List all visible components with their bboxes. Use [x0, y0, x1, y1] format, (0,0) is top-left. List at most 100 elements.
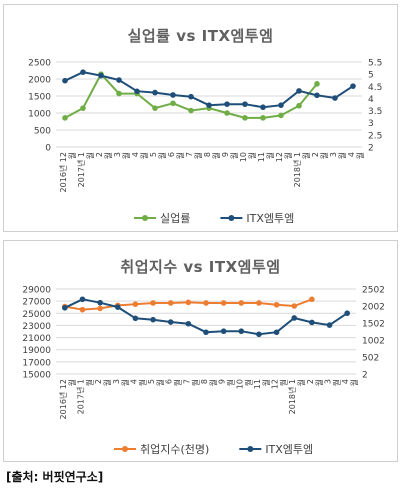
x-tick-label: 11 월	[253, 379, 271, 389]
x-tick-label-line: 월	[319, 152, 329, 159]
x-tick-label-line: 12	[271, 379, 280, 389]
data-point	[114, 304, 121, 310]
x-tick-label: 2016년 12 월	[58, 152, 77, 192]
data-point	[206, 102, 212, 108]
data-point	[309, 319, 315, 326]
x-tick-label: 10 월	[235, 379, 253, 389]
x-tick-label-line: 월	[283, 152, 293, 159]
x-tick-label-line: 2	[306, 379, 315, 384]
x-tick-label-line: 월	[155, 379, 165, 386]
y-right-tick-label: 2502	[362, 286, 385, 296]
data-point	[150, 316, 156, 323]
data-point	[185, 320, 192, 327]
data-point	[332, 95, 338, 101]
y-left-tick-label: 500	[34, 127, 51, 137]
legend-label: 실업률	[160, 212, 190, 225]
legend-label: ITX엠투엠	[246, 212, 294, 225]
x-tick-label-line: 10	[235, 379, 244, 389]
y-right-tick-label: 3.5	[368, 107, 382, 117]
x-tick-label-line: 월	[67, 152, 77, 159]
y-left-tick-label: 21000	[22, 334, 51, 344]
x-tick-label-line: 월	[337, 152, 347, 159]
data-point	[79, 306, 86, 313]
x-tick-label-line: 2018년 1	[287, 379, 297, 414]
y-right-tick-label: 3	[368, 119, 374, 129]
chart-employment-vs-itx: 15000 17000 19000 21000 23000 25000 27000 29000…	[22, 286, 385, 457]
data-point	[152, 89, 158, 96]
data-point	[170, 92, 176, 98]
legend-marker	[142, 215, 148, 221]
y-right-tick-label: 1002	[362, 337, 385, 347]
data-point	[344, 310, 350, 317]
x-tick-label-line: 8	[203, 152, 212, 157]
data-point	[291, 315, 298, 321]
x-tick-label-line: 2018년 1	[292, 152, 302, 187]
y-right-tick-label: 2002	[362, 303, 385, 313]
x-tick-label-line: 월	[229, 152, 239, 159]
y-left-tick-label: 17000	[22, 358, 51, 368]
y-right-tick-label: 2	[362, 371, 368, 381]
data-point	[238, 300, 245, 306]
x-tick-label-line: 월	[226, 379, 236, 386]
data-point	[273, 301, 280, 308]
x-tick-label-line: 월	[296, 379, 306, 386]
x-tick-label-line: 월	[193, 152, 203, 159]
x-tick-label-line: 4	[129, 379, 138, 384]
data-point	[309, 296, 315, 303]
x-tick-label-line: 월	[243, 379, 253, 386]
x-tick-label-line: 월	[261, 379, 271, 386]
x-tick-label-line: 7	[182, 379, 191, 384]
data-point	[132, 301, 139, 307]
legend-label: ITX엠투엠	[265, 443, 313, 456]
x-tick-label-line: 월	[190, 379, 200, 386]
y-left-tick-label: 2500	[28, 59, 51, 69]
data-point	[62, 77, 68, 84]
data-point	[116, 90, 122, 97]
y-right-tick-label: 502	[362, 354, 379, 364]
data-point	[188, 107, 194, 114]
x-tick-label-line: 월	[173, 379, 183, 386]
chart-panel-unemployment: 실업률 vs ITX엠투엠 0 500 1000 1500 2000 2500 2 2.5 3 3…	[3, 4, 398, 232]
data-point	[296, 102, 302, 109]
x-tick-label-line: 2	[95, 152, 104, 157]
x-tick-label-line: 3	[329, 152, 338, 157]
chart-title: 취업지수 vs ITX엠투엠	[120, 258, 281, 276]
x-tick-label-line: 4	[347, 152, 356, 157]
data-point	[220, 328, 227, 335]
data-point	[278, 112, 284, 119]
x-tick-label-line: 2016년 12	[58, 152, 68, 192]
x-tick-label-line: 월	[102, 379, 112, 386]
x-tick-label-line: 월	[139, 152, 149, 159]
chart-panel-employment: 취업지수 vs ITX엠투엠 15000 17000 19000 21000 23000…	[3, 240, 398, 462]
x-tick-label-line: 3	[324, 379, 333, 384]
x-tick-label-line: 7	[185, 152, 194, 157]
y-right-tick-label: 2.5	[368, 131, 382, 141]
x-tick-label-line: 월	[175, 152, 185, 159]
y-left-tick-label: 0	[45, 144, 51, 154]
data-point	[220, 300, 227, 306]
y-right-tick-label: 2	[368, 144, 374, 154]
data-point	[291, 303, 298, 309]
data-point	[80, 69, 86, 75]
source-note: [출처: 버핏연구소]	[6, 470, 104, 484]
data-point	[152, 105, 158, 111]
data-point	[256, 300, 262, 306]
y-left-tick-label: 19000	[22, 346, 51, 356]
y-right-tick-label: 4	[368, 95, 374, 105]
chart-unemployment-vs-itx: 0 500 1000 1500 2000 2500 2 2.5 3 3.5 4 4.5 5 5.5 2016…	[28, 59, 382, 226]
